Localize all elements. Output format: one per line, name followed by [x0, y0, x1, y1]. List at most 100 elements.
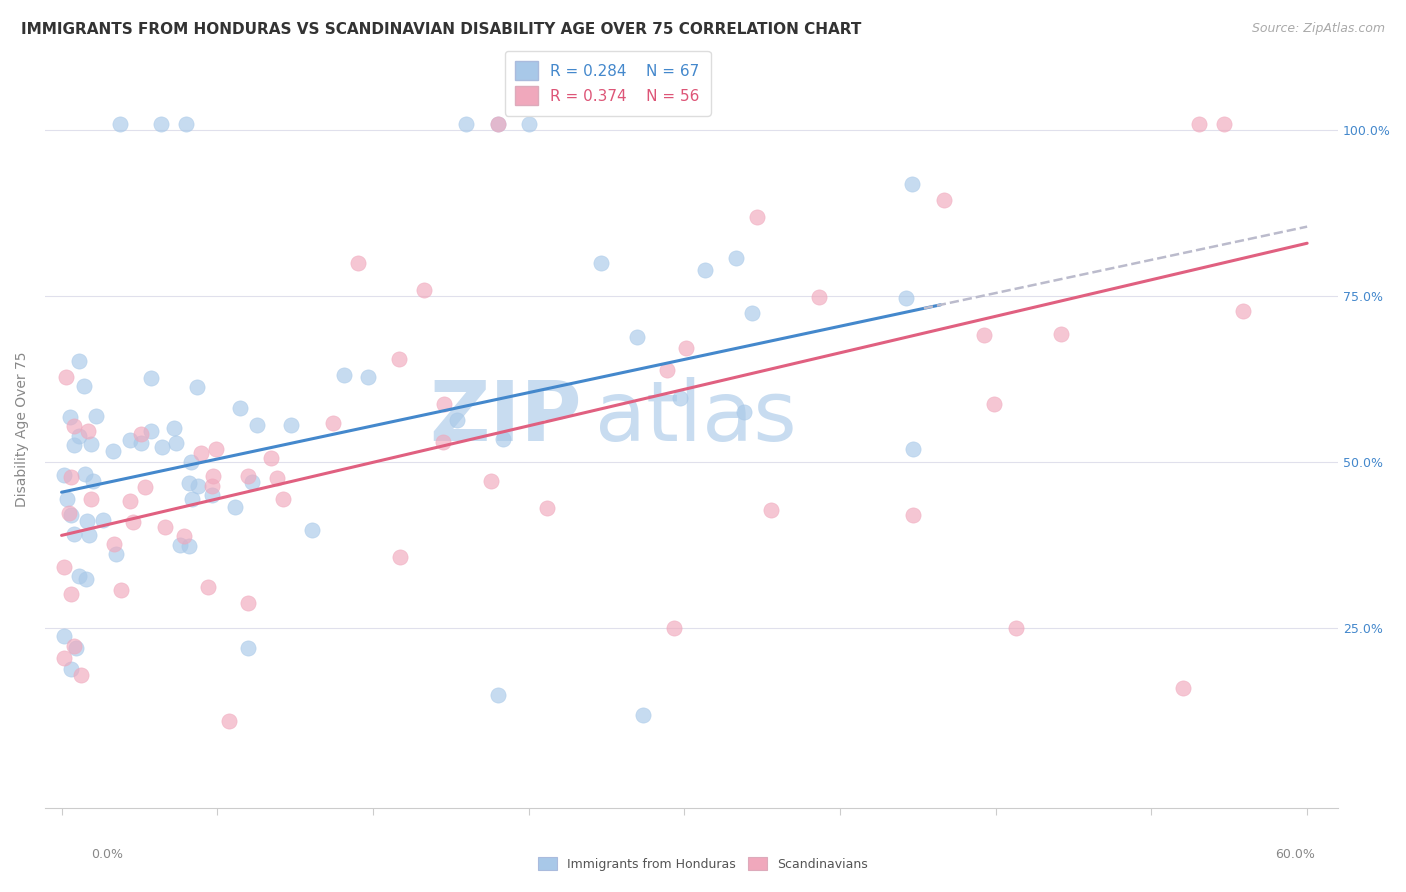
- Point: [180, 491, 202, 506]
- Point: [121, 515, 143, 529]
- Point: [69, 569, 91, 583]
- Point: [103, 444, 125, 458]
- Point: [80, 491, 103, 506]
- Point: [301, 523, 323, 537]
- Point: [266, 471, 288, 485]
- Point: [1050, 327, 1073, 342]
- Point: [238, 596, 260, 610]
- Point: [129, 427, 152, 442]
- Point: [631, 707, 654, 722]
- Point: [162, 421, 184, 435]
- Point: [733, 405, 755, 419]
- Point: [201, 479, 224, 493]
- Point: [56, 491, 79, 506]
- Point: [77, 424, 100, 438]
- Point: [80, 437, 103, 451]
- Point: [260, 450, 283, 465]
- Point: [228, 401, 250, 415]
- Point: [591, 256, 613, 270]
- Point: [134, 480, 156, 494]
- Point: [52, 560, 75, 574]
- Point: [52, 467, 75, 482]
- Point: [1232, 303, 1254, 318]
- Point: [675, 341, 697, 355]
- Point: [82, 475, 104, 489]
- Point: [333, 368, 356, 382]
- Point: [63, 418, 86, 433]
- Point: [187, 479, 209, 493]
- Point: [179, 475, 201, 490]
- Point: [52, 651, 75, 665]
- Point: [456, 117, 478, 131]
- Point: [103, 536, 125, 550]
- Point: [197, 580, 219, 594]
- Point: [141, 371, 163, 385]
- Point: [347, 256, 370, 270]
- Point: [433, 397, 456, 411]
- Point: [901, 442, 924, 456]
- Point: [155, 520, 177, 534]
- Point: [517, 117, 540, 131]
- Point: [242, 475, 264, 490]
- Point: [177, 539, 200, 553]
- Point: [70, 668, 93, 682]
- Point: [983, 397, 1005, 411]
- Point: [205, 442, 228, 456]
- Point: [432, 434, 454, 449]
- Point: [84, 409, 107, 423]
- Point: [280, 417, 302, 432]
- Point: [412, 283, 434, 297]
- Point: [486, 117, 509, 131]
- Point: [55, 370, 77, 384]
- Point: [173, 529, 195, 543]
- Point: [271, 492, 294, 507]
- Point: [973, 327, 995, 342]
- Point: [894, 291, 917, 305]
- Text: ZIP: ZIP: [429, 377, 582, 458]
- Point: [73, 378, 96, 392]
- Point: [238, 468, 260, 483]
- Point: [201, 488, 224, 502]
- Point: [741, 306, 763, 320]
- Point: [118, 494, 141, 508]
- Point: [932, 193, 955, 207]
- Point: [53, 629, 76, 643]
- Point: [58, 506, 80, 520]
- Point: [110, 583, 132, 598]
- Point: [322, 416, 344, 430]
- Point: [759, 503, 782, 517]
- Text: Source: ZipAtlas.com: Source: ZipAtlas.com: [1251, 22, 1385, 36]
- Point: [62, 527, 84, 541]
- Point: [75, 572, 97, 586]
- Point: [492, 432, 515, 446]
- Point: [479, 475, 502, 489]
- Point: [657, 362, 679, 376]
- Point: [745, 210, 768, 224]
- Point: [67, 429, 90, 443]
- Point: [129, 436, 152, 450]
- Point: [91, 513, 114, 527]
- Point: [807, 290, 830, 304]
- Point: [75, 467, 97, 481]
- Point: [218, 714, 240, 729]
- Point: [59, 409, 82, 424]
- Point: [626, 330, 648, 344]
- Point: [201, 469, 224, 483]
- Point: [67, 354, 90, 368]
- Point: [486, 117, 509, 131]
- Point: [174, 117, 197, 131]
- Point: [165, 435, 187, 450]
- Text: 0.0%: 0.0%: [91, 848, 124, 861]
- Legend: Immigrants from Honduras, Scandinavians: Immigrants from Honduras, Scandinavians: [531, 851, 875, 877]
- Point: [900, 178, 922, 192]
- Point: [60, 469, 83, 483]
- Point: [65, 641, 87, 656]
- Point: [59, 662, 82, 676]
- Text: 60.0%: 60.0%: [1275, 848, 1315, 861]
- Point: [62, 639, 84, 653]
- Point: [108, 117, 131, 131]
- Point: [536, 501, 558, 516]
- Point: [238, 641, 260, 656]
- Point: [388, 352, 411, 367]
- Point: [76, 514, 98, 528]
